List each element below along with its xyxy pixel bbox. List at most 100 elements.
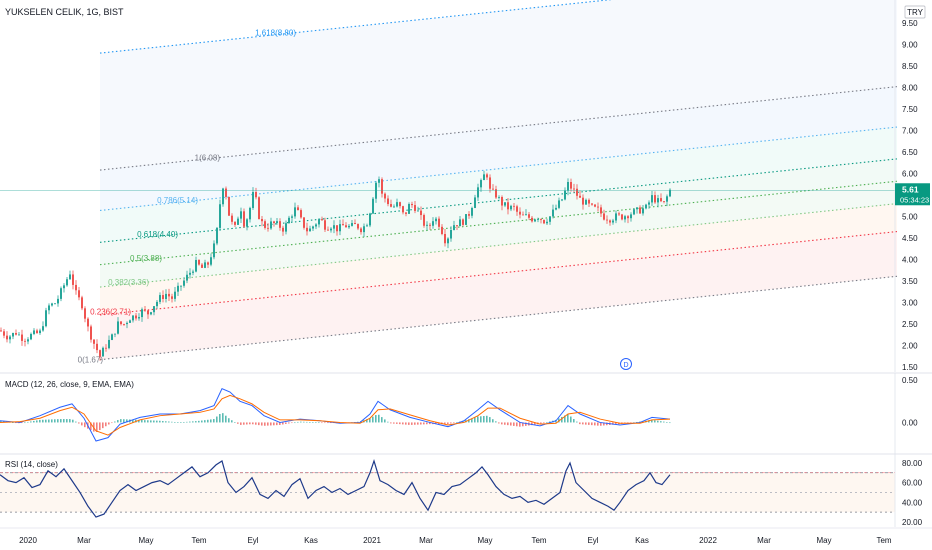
fib-fill-band bbox=[100, 181, 897, 288]
price-tick-label: 8.00 bbox=[902, 84, 918, 93]
price-candle-body bbox=[669, 189, 671, 197]
macd-histogram-bar bbox=[144, 420, 146, 423]
macd-histogram-bar bbox=[369, 418, 371, 423]
macd-histogram-bar bbox=[594, 422, 596, 426]
macd-histogram-bar bbox=[648, 420, 650, 423]
price-candle-body bbox=[111, 334, 113, 340]
price-candle-body bbox=[432, 221, 434, 226]
macd-histogram-bar bbox=[372, 416, 374, 423]
macd-histogram-bar bbox=[489, 417, 491, 423]
macd-histogram-bar bbox=[429, 422, 431, 425]
macd-histogram-bar bbox=[597, 422, 599, 426]
currency-box[interactable] bbox=[904, 5, 926, 19]
macd-histogram-bar bbox=[192, 421, 194, 423]
macd-histogram-bar bbox=[486, 415, 488, 423]
macd-histogram-bar bbox=[105, 422, 107, 427]
price-candle-body bbox=[588, 199, 590, 204]
price-candle-body bbox=[549, 216, 551, 222]
macd-histogram-bar bbox=[402, 422, 404, 425]
macd-histogram-bar bbox=[276, 422, 278, 426]
time-tick-label: Tem bbox=[191, 536, 206, 545]
price-candle-body bbox=[612, 220, 614, 223]
price-candle-body bbox=[126, 322, 128, 325]
fib-line bbox=[99, 203, 898, 288]
price-candle-body bbox=[483, 174, 485, 181]
price-tick-label: 9.00 bbox=[902, 41, 918, 50]
macd-series-line bbox=[0, 394, 671, 436]
time-tick-label: Kas bbox=[635, 536, 649, 545]
price-candle-body bbox=[30, 333, 32, 340]
price-candle-body bbox=[471, 207, 473, 216]
macd-histogram-bar bbox=[147, 420, 149, 423]
currency-label: TRY bbox=[907, 8, 924, 17]
price-candle-body bbox=[630, 214, 632, 219]
price-candle-body bbox=[561, 199, 563, 201]
macd-histogram-bar bbox=[384, 419, 386, 423]
price-candle-body bbox=[390, 204, 392, 207]
fib-label: 0.236(2.71) bbox=[90, 308, 131, 317]
price-candle-body bbox=[456, 225, 458, 227]
price-candle-body bbox=[366, 225, 368, 227]
price-candle-body bbox=[210, 257, 212, 265]
macd-histogram-bar bbox=[171, 421, 173, 423]
macd-histogram-bar bbox=[315, 422, 317, 423]
macd-histogram-bar bbox=[117, 420, 119, 423]
macd-histogram-bar bbox=[573, 419, 575, 423]
dividend-marker[interactable]: D bbox=[620, 358, 632, 370]
price-candle-body bbox=[468, 214, 470, 216]
price-candle-body bbox=[627, 216, 629, 219]
price-candle-body bbox=[522, 214, 524, 216]
macd-histogram-bar bbox=[60, 419, 62, 423]
macd-histogram-bar bbox=[435, 422, 437, 425]
price-candle-body bbox=[270, 221, 272, 229]
price-candle-body bbox=[564, 190, 566, 200]
symbol-header[interactable]: YUKSELEN CELIK, 1G, BIST bbox=[5, 7, 124, 17]
price-candle-body bbox=[63, 285, 65, 289]
price-candle-body bbox=[591, 203, 593, 205]
macd-histogram-bar bbox=[558, 418, 560, 423]
macd-histogram-bar bbox=[522, 422, 524, 427]
fib-fill-band bbox=[100, 0, 897, 171]
price-candle-body bbox=[660, 198, 662, 202]
price-candle-body bbox=[246, 219, 248, 227]
time-axis[interactable]: 2020 Mar May Tem Eyl Kas 2021 Mar May Tem Eyl Kas 20… bbox=[0, 527, 932, 545]
fib-line bbox=[99, 86, 898, 171]
macd-histogram-bar bbox=[378, 414, 380, 423]
fib-label: 0.618(4.40) bbox=[137, 230, 178, 239]
macd-histogram-bar bbox=[63, 419, 65, 423]
macd-histogram-bar bbox=[657, 420, 659, 423]
price-candle-body bbox=[27, 339, 29, 342]
macd-histogram-bar bbox=[540, 422, 542, 424]
macd-histogram-bar bbox=[564, 415, 566, 423]
time-tick-label: Mar bbox=[757, 536, 771, 545]
price-candle-body bbox=[348, 225, 350, 228]
price-candle-body bbox=[150, 312, 152, 315]
price-candle-body bbox=[6, 335, 8, 340]
price-axis[interactable]: 9.509.008.508.007.507.006.506.005.505.00… bbox=[894, 0, 930, 372]
macd-title[interactable]: MACD (12, 26, close, 9, EMA, EMA) bbox=[5, 380, 134, 389]
price-candle-body bbox=[465, 214, 467, 225]
macd-histogram-bar bbox=[366, 419, 368, 423]
macd-tick-label: 0.50 bbox=[902, 376, 918, 385]
macd-histogram-bar bbox=[480, 416, 482, 423]
price-candle-body bbox=[132, 315, 134, 321]
price-candle-body bbox=[429, 224, 431, 226]
price-candle-body bbox=[252, 192, 254, 208]
time-tick-label: Eyl bbox=[247, 536, 258, 545]
macd-histogram-bar bbox=[243, 422, 245, 425]
macd-histogram-bar bbox=[498, 422, 500, 424]
price-candle-body bbox=[447, 238, 449, 244]
price-candle-body bbox=[489, 177, 491, 189]
macd-histogram-bar bbox=[585, 422, 587, 425]
macd-histogram-bar bbox=[177, 422, 179, 423]
price-candle-body bbox=[546, 221, 548, 224]
last-price-label: 5.61 bbox=[902, 184, 919, 194]
rsi-title[interactable]: RSI (14, close) bbox=[5, 460, 58, 469]
macd-histogram-bar bbox=[381, 417, 383, 423]
price-candle-body bbox=[399, 202, 401, 207]
price-candle-body bbox=[258, 197, 260, 219]
time-tick-label: 2021 bbox=[363, 536, 381, 545]
price-candle-body bbox=[267, 227, 269, 229]
price-candle-body bbox=[231, 215, 233, 222]
